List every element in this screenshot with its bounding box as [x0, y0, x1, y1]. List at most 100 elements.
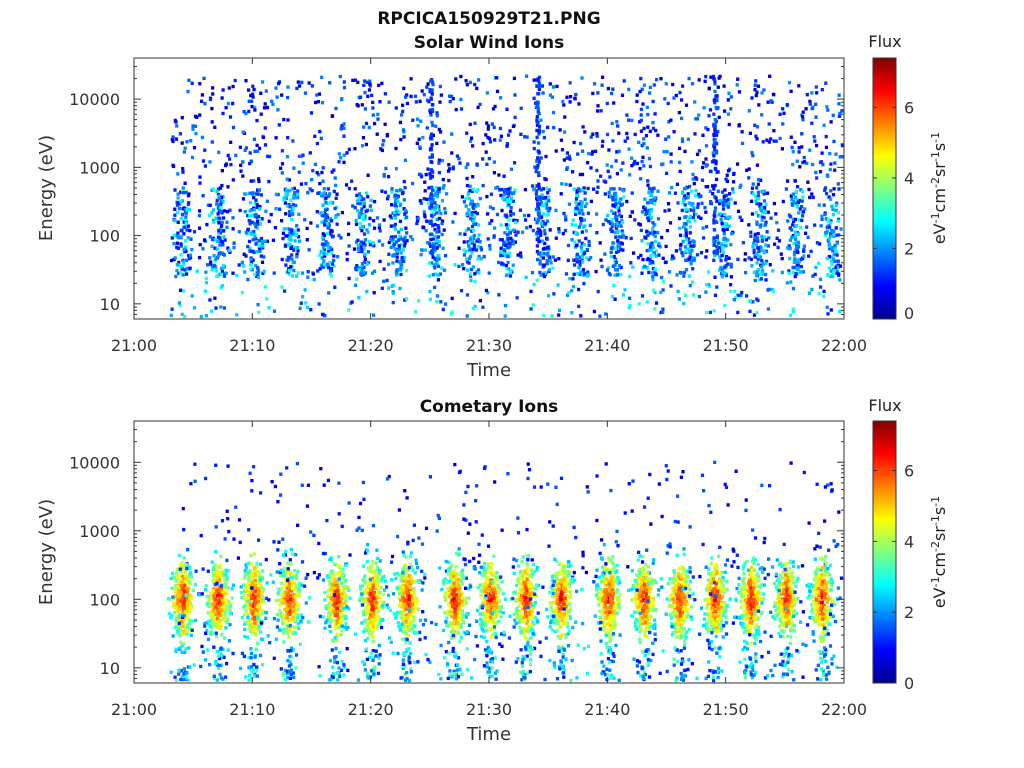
heatmap-cell — [837, 114, 842, 118]
heatmap-cell — [510, 238, 514, 243]
heatmap-cell — [400, 113, 404, 117]
heatmap-cell — [186, 224, 190, 228]
heatmap-cell — [355, 199, 360, 203]
heatmap-cell — [243, 270, 247, 274]
heatmap-cell — [680, 137, 684, 141]
heatmap-cell — [253, 578, 257, 582]
heatmap-cell — [423, 248, 427, 252]
heatmap-cell — [284, 234, 288, 238]
heatmap-cell — [301, 153, 305, 157]
heatmap-cell — [731, 187, 735, 191]
heatmap-cell — [401, 248, 405, 252]
heatmap-cell — [820, 217, 824, 221]
heatmap-cell — [690, 189, 694, 193]
heatmap-cell — [217, 229, 221, 233]
heatmap-cell — [283, 244, 287, 248]
heatmap-cell — [219, 571, 223, 575]
heatmap-cell — [439, 93, 443, 97]
heatmap-cell — [515, 296, 519, 300]
heatmap-cell — [620, 229, 624, 233]
heatmap-cell — [400, 191, 405, 196]
heatmap-cell — [504, 243, 508, 247]
heatmap-cell — [525, 527, 529, 532]
heatmap-cell — [216, 575, 220, 580]
heatmap-cell — [772, 201, 776, 206]
heatmap-cell — [722, 194, 726, 198]
heatmap-cell — [707, 282, 711, 287]
heatmap-cell — [504, 303, 508, 308]
heatmap-cell — [289, 198, 293, 202]
heatmap-cell — [718, 545, 722, 549]
heatmap-cell — [512, 228, 516, 232]
heatmap-cell — [526, 557, 530, 562]
heatmap-cell — [405, 238, 409, 243]
heatmap-cell — [578, 172, 582, 177]
heatmap-cell — [394, 201, 398, 205]
heatmap-cell — [431, 237, 435, 241]
heatmap-cell — [792, 253, 796, 257]
heatmap-cell — [425, 126, 429, 130]
heatmap-cell — [244, 79, 248, 83]
heatmap-cell — [617, 131, 621, 135]
heatmap-cell — [479, 257, 483, 261]
heatmap-cell — [619, 247, 623, 252]
heatmap-cell — [768, 484, 772, 488]
heatmap-cell — [764, 238, 768, 242]
heatmap-cell — [577, 102, 581, 106]
heatmap-cell — [222, 592, 226, 596]
heatmap-cell — [721, 203, 726, 207]
heatmap-cell — [587, 151, 591, 156]
heatmap-cell — [810, 192, 814, 196]
heatmap-cell — [292, 605, 296, 609]
heatmap-cell — [271, 238, 275, 242]
heatmap-cell — [574, 200, 578, 204]
heatmap-cell — [713, 460, 717, 464]
heatmap-cell — [372, 291, 376, 295]
heatmap-cell — [625, 131, 629, 136]
heatmap-cell — [435, 529, 439, 533]
heatmap-cell — [221, 589, 225, 594]
heatmap-cell — [756, 268, 760, 272]
heatmap-cell — [320, 220, 324, 224]
heatmap-cell — [708, 169, 712, 173]
heatmap-cell — [295, 604, 300, 609]
heatmap-cell — [402, 130, 406, 134]
heatmap-cell — [318, 267, 322, 271]
heatmap-cell — [286, 189, 290, 193]
heatmap-cell — [825, 256, 829, 261]
heatmap-cell — [397, 508, 401, 512]
heatmap-cell — [546, 125, 550, 130]
heatmap-cell — [616, 124, 620, 128]
heatmap-cell — [466, 484, 470, 489]
heatmap-cell — [209, 625, 213, 630]
heatmap-cell — [304, 301, 308, 305]
heatmap-cell — [219, 602, 223, 607]
heatmap-cell — [754, 195, 758, 199]
heatmap-cell — [371, 113, 375, 117]
heatmap-cell — [440, 159, 445, 163]
heatmap-cell — [228, 605, 232, 610]
heatmap-cell — [832, 187, 836, 191]
heatmap-cell — [673, 191, 677, 195]
heatmap-cell — [674, 93, 678, 98]
heatmap-cell — [248, 471, 252, 475]
heatmap-cell — [226, 101, 230, 106]
heatmap-cell — [581, 554, 585, 558]
heatmap-cell — [555, 84, 559, 89]
heatmap-cell — [431, 244, 435, 248]
heatmap-cell — [836, 259, 840, 263]
heatmap-cell — [684, 238, 688, 242]
heatmap-cell — [736, 209, 741, 213]
heatmap-cell — [324, 240, 328, 244]
heatmap-cell — [277, 608, 282, 613]
heatmap-cell — [191, 124, 195, 128]
heatmap-cell — [189, 596, 193, 600]
heatmap-cell — [807, 254, 811, 258]
heatmap-cell — [614, 226, 618, 230]
heatmap-cell — [672, 96, 676, 100]
heatmap-cell — [500, 528, 504, 532]
heatmap-cell — [763, 235, 767, 239]
heatmap-cell — [179, 607, 183, 611]
heatmap-cell — [431, 82, 435, 87]
heatmap-cell — [241, 130, 245, 134]
